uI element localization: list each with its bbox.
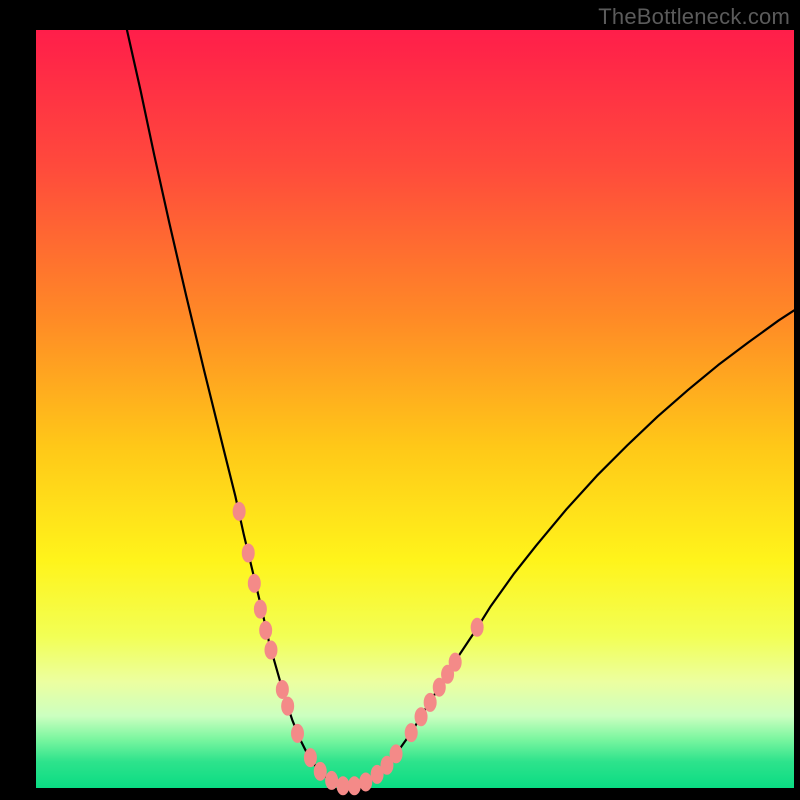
data-marker [264,641,277,660]
data-marker [304,748,317,767]
data-marker [405,723,418,742]
data-marker [248,574,261,593]
data-marker [424,693,437,712]
watermark-text: TheBottleneck.com [598,4,790,30]
chart-container: TheBottleneck.com [0,0,800,800]
data-marker [336,776,349,795]
data-marker [233,502,246,521]
data-marker [471,618,484,637]
data-marker [314,762,327,781]
data-marker [359,772,372,791]
plot-background [36,30,794,788]
data-marker [254,600,267,619]
data-marker [242,544,255,563]
data-marker [415,707,428,726]
data-marker [449,653,462,672]
data-marker [325,771,338,790]
data-marker [281,697,294,716]
bottleneck-curve-chart [0,0,800,800]
data-marker [348,776,361,795]
data-marker [291,724,304,743]
data-marker [390,744,403,763]
data-marker [276,680,289,699]
data-marker [259,621,272,640]
